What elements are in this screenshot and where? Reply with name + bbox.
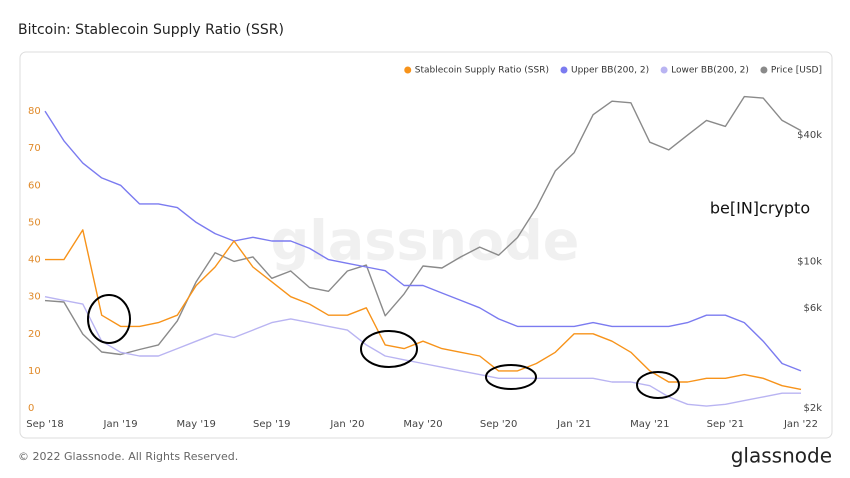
x-tick-label: Sep '21 <box>707 419 745 430</box>
legend-label: Stablecoin Supply Ratio (SSR) <box>415 66 549 76</box>
x-tick-label: May '20 <box>403 419 442 430</box>
x-tick-label: Sep '19 <box>253 419 291 430</box>
legend-label: Lower BB(200, 2) <box>671 66 749 76</box>
series-line <box>45 229 802 391</box>
legend-label: Price [USD] <box>771 66 822 76</box>
x-tick-label: May '21 <box>630 419 669 430</box>
legend-swatch <box>760 66 768 74</box>
highlight-circle <box>87 294 131 344</box>
x-tick-label: May '19 <box>177 419 216 430</box>
y2-tick-label: $40k <box>797 130 822 141</box>
x-tick-label: Jan '21 <box>556 419 591 430</box>
x-tick-label: Jan '22 <box>783 419 818 430</box>
y-tick-label: 60 <box>28 180 41 191</box>
x-tick-label: Jan '20 <box>329 419 364 430</box>
legend-swatch <box>660 66 668 74</box>
plot-area: 0 10 20 30 40 50 60 70 80 $2k $6k $10k $40k Sep '18 Ja… <box>26 66 822 431</box>
watermark: glassnode <box>271 210 580 273</box>
y-tick-label: 10 <box>28 366 41 377</box>
x-tick-label: Sep '20 <box>480 419 518 430</box>
series-line <box>44 296 801 407</box>
series-line <box>44 95 802 356</box>
legend-label: Upper BB(200, 2) <box>571 66 649 76</box>
y-tick-label: 70 <box>28 143 41 154</box>
y-tick-label: 40 <box>28 255 41 266</box>
legend-swatch <box>560 66 568 74</box>
y-tick-label: 80 <box>28 106 41 117</box>
y-tick-label: 0 <box>28 403 34 414</box>
legend-swatch <box>404 66 412 74</box>
highlight-circle <box>360 330 418 368</box>
highlight-circle <box>636 371 680 399</box>
chart-title: Bitcoin: Stablecoin Supply Ratio (SSR) <box>18 22 284 38</box>
highlight-circle <box>485 364 537 390</box>
y2-tick-label: $2k <box>803 403 822 414</box>
y2-tick-label: $10k <box>797 256 822 267</box>
series-line <box>44 110 802 372</box>
y-tick-label: 50 <box>28 217 41 228</box>
x-tick-label: Jan '19 <box>103 419 138 430</box>
chart-frame <box>19 51 833 439</box>
brand: glassnode <box>731 444 832 468</box>
logo: be[IN]crypto <box>710 199 810 218</box>
x-tick-label: Sep '18 <box>26 419 64 430</box>
footer: © 2022 Glassnode. All Rights Reserved. <box>18 450 238 463</box>
legend: Price [USD] Lower BB(200, 2) Upper BB(200,… <box>404 66 822 76</box>
y-tick-label: 20 <box>28 329 41 340</box>
y2-tick-label: $6k <box>803 303 822 314</box>
y-tick-label: 30 <box>28 292 41 303</box>
